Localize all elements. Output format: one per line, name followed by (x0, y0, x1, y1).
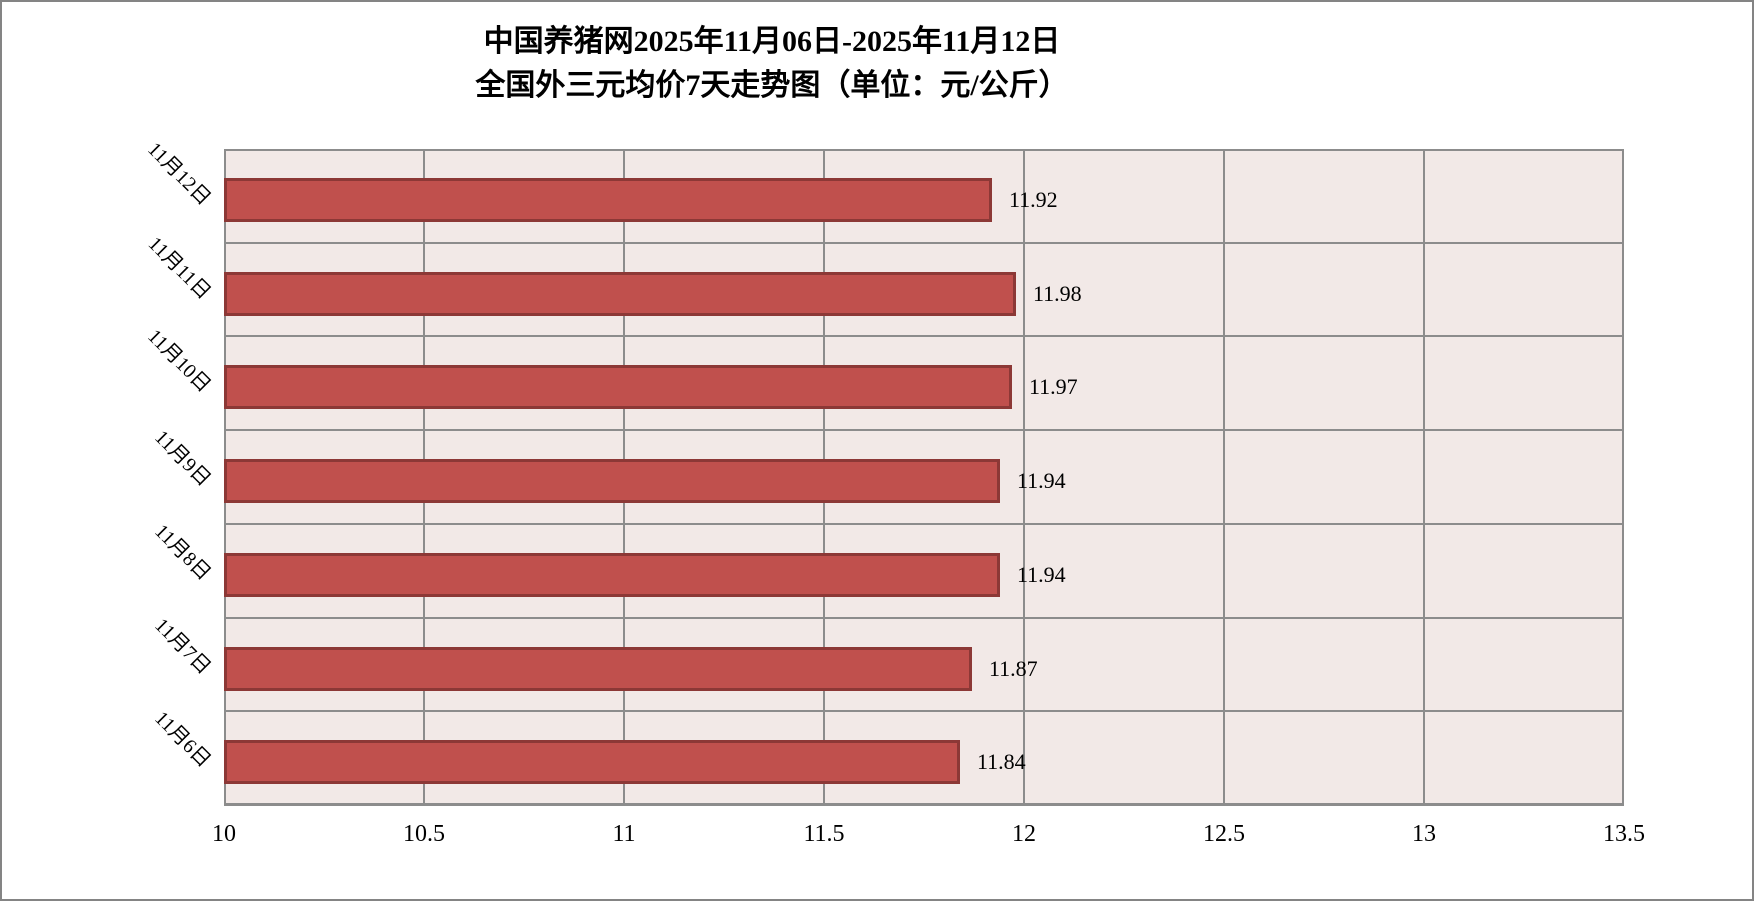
x-axis-tick-label: 11 (612, 821, 636, 847)
vertical-gridline (1023, 149, 1025, 805)
price-bar (224, 272, 1016, 316)
horizontal-gridline (224, 429, 1624, 431)
bar-value-label: 11.87 (989, 656, 1038, 681)
horizontal-gridline (224, 242, 1624, 244)
horizontal-gridline (224, 617, 1624, 619)
chart-title: 中国养猪网2025年11月06日-2025年11月12日 全国外三元均价7天走势… (2, 20, 1542, 108)
vertical-gridline (1423, 149, 1425, 805)
price-bar (224, 553, 1000, 597)
x-axis-tick-label: 13 (1412, 821, 1436, 847)
price-bar (224, 459, 1000, 503)
bar-value-label: 11.98 (1033, 281, 1082, 306)
vertical-gridline (1622, 149, 1624, 805)
plot-area: 11.92 11.98 11.97 11.94 11.94 11.87 11.84 (224, 149, 1624, 806)
vertical-gridline (1223, 149, 1225, 805)
bar-value-label: 11.94 (1017, 468, 1066, 493)
bar-value-label: 11.84 (977, 749, 1026, 774)
price-bar (224, 178, 992, 222)
x-axis-tick-label: 12.5 (1203, 821, 1245, 847)
price-bar (224, 365, 1012, 409)
x-axis-tick-label: 10 (212, 821, 236, 847)
bar-value-label: 11.97 (1029, 374, 1078, 399)
x-axis-line (224, 803, 1624, 806)
horizontal-gridline (224, 523, 1624, 525)
chart-title-line1: 中国养猪网2025年11月06日-2025年11月12日 (483, 25, 1061, 58)
price-bar (224, 740, 960, 784)
horizontal-gridline (224, 335, 1624, 337)
bar-value-label: 11.92 (1009, 187, 1058, 212)
price-bar (224, 647, 972, 691)
bar-value-label: 11.94 (1017, 562, 1066, 587)
x-axis-tick-label: 11.5 (803, 821, 845, 847)
x-axis-tick-label: 10.5 (403, 821, 445, 847)
horizontal-gridline (224, 710, 1624, 712)
horizontal-gridline (224, 149, 1624, 151)
x-axis-tick-label: 12 (1012, 821, 1036, 847)
chart-title-line2: 全国外三元均价7天走势图（单位：元/公斤） (475, 69, 1069, 102)
x-axis-tick-label: 13.5 (1603, 821, 1645, 847)
